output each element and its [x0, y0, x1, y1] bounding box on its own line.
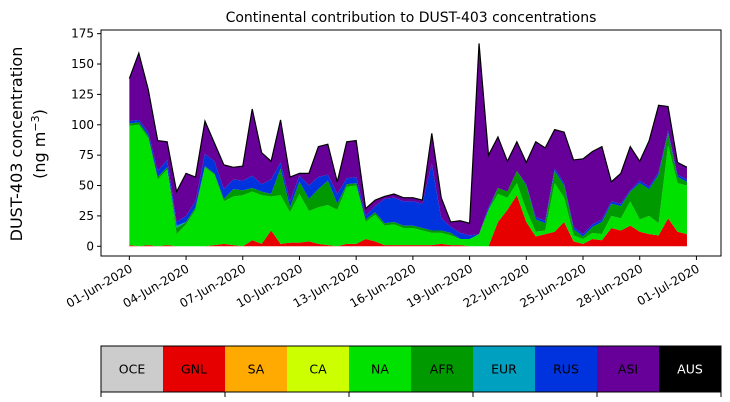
y-axis-unit-prefix: (ng m — [30, 132, 49, 179]
plot-frame — [100, 29, 722, 257]
colorbar-label-rus: RUS — [553, 362, 579, 377]
colorbar-label-ca: CA — [309, 362, 327, 377]
y-tick-label: 25 — [79, 209, 94, 223]
colorbar-swatch-na — [349, 346, 411, 392]
y-tick-label: 75 — [79, 148, 94, 162]
colorbar-swatch-afr — [411, 346, 473, 392]
y-tick-label: 150 — [71, 57, 94, 71]
colorbar-label-asi: ASI — [618, 362, 638, 377]
colorbar-swatch-aus — [659, 346, 721, 392]
area-series-asi — [129, 43, 687, 236]
x-tick-label: 01-Jul-2020 — [635, 261, 702, 308]
y-axis-label: DUST-403 concentration (ng m−3) — [7, 47, 49, 242]
colorbar-swatch-oce — [101, 346, 163, 392]
y-tick-label: 175 — [71, 27, 94, 41]
total-outline — [128, 43, 688, 224]
y-tick-label: 50 — [79, 179, 94, 193]
colorbar-swatch-ca — [287, 346, 349, 392]
y-tick-label: 0 — [86, 239, 94, 253]
colorbar-swatch-asi — [597, 346, 659, 392]
y-axis-unit-suffix: ) — [30, 109, 49, 115]
colorbar-frame — [100, 345, 722, 393]
colorbar-label-afr: AFR — [430, 362, 455, 377]
colorbar-label-sa: SA — [248, 362, 265, 377]
y-tick-label: 125 — [71, 87, 94, 101]
y-axis-label-line-2: (ng m−3) — [29, 109, 49, 179]
y-axis: 0 25 50 75 100 125 150 175 — [71, 27, 101, 253]
area-series-rus — [129, 119, 687, 239]
colorbar-swatch-eur — [473, 346, 535, 392]
area-series-na — [129, 124, 687, 247]
colorbar-swatch-sa — [225, 346, 287, 392]
chart-title: Continental contribution to DUST-403 con… — [226, 10, 597, 26]
total-line — [128, 43, 688, 224]
area-series-gnl — [129, 195, 687, 247]
y-tick-label: 100 — [71, 118, 94, 132]
colorbar-label-aus: AUS — [677, 362, 703, 377]
colorbar-label-gnl: GNL — [181, 362, 207, 377]
y-axis-label-line-1: DUST-403 concentration — [7, 47, 26, 242]
stacked-area-layers — [129, 43, 687, 247]
x-axis: 01-Jun-202004-Jun-202007-Jun-202010-Jun-… — [64, 256, 702, 311]
colorbar-legend: OCE GNL SA CA NA AFR EUR RUS ASI AUS — [100, 345, 722, 397]
y-axis-unit-exponent: −3 — [29, 115, 42, 131]
colorbar-label-eur: EUR — [491, 362, 517, 377]
colorbar-label-oce: OCE — [119, 362, 146, 377]
colorbar-swatch-rus — [535, 346, 597, 392]
colorbar-swatch-gnl — [163, 346, 225, 392]
colorbar-label-na: NA — [371, 362, 389, 377]
